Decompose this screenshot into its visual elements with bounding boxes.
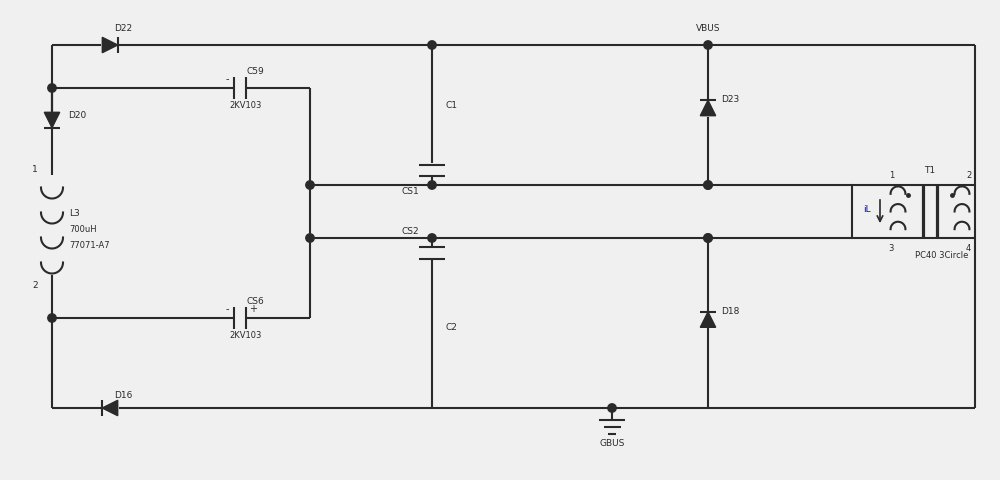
Text: D22: D22 [114,24,132,33]
Text: GBUS: GBUS [599,439,625,447]
Circle shape [48,84,56,92]
Text: L3: L3 [69,208,80,217]
Text: 2: 2 [32,280,38,289]
Text: D18: D18 [721,307,739,316]
Circle shape [704,234,712,242]
Text: D23: D23 [721,96,739,105]
Text: 700uH: 700uH [69,225,97,233]
Text: 2KV103: 2KV103 [230,331,262,339]
Text: 2KV103: 2KV103 [230,100,262,109]
Text: 4: 4 [966,243,971,252]
Text: C59: C59 [247,68,265,76]
Text: CS2: CS2 [401,227,419,236]
Circle shape [704,181,712,189]
Circle shape [704,41,712,49]
Text: +: + [249,304,257,314]
Circle shape [306,181,314,189]
Circle shape [704,181,712,189]
Text: -: - [225,74,229,84]
Circle shape [428,234,436,242]
Circle shape [428,41,436,49]
Text: CS6: CS6 [247,298,265,307]
Text: 1: 1 [889,170,894,180]
Text: VBUS: VBUS [696,24,720,33]
Circle shape [306,234,314,242]
Text: D16: D16 [114,391,132,399]
Text: -: - [225,304,229,314]
Text: D20: D20 [68,110,86,120]
Text: C2: C2 [446,324,458,333]
Text: 77071-A7: 77071-A7 [69,240,110,250]
Circle shape [608,404,616,412]
Text: T1: T1 [924,167,936,176]
Polygon shape [102,37,118,53]
Polygon shape [700,312,716,327]
Polygon shape [102,400,118,416]
Polygon shape [700,100,716,116]
Text: CS1: CS1 [401,188,419,196]
Text: iL: iL [863,205,871,214]
Text: PC40 3Circle: PC40 3Circle [915,252,969,261]
Text: 3: 3 [889,243,894,252]
Text: C1: C1 [446,100,458,109]
Text: 1: 1 [32,165,38,173]
Circle shape [704,234,712,242]
Polygon shape [44,112,60,128]
Circle shape [48,314,56,322]
Circle shape [428,181,436,189]
Bar [310,185,852,238]
Text: 2: 2 [966,170,971,180]
